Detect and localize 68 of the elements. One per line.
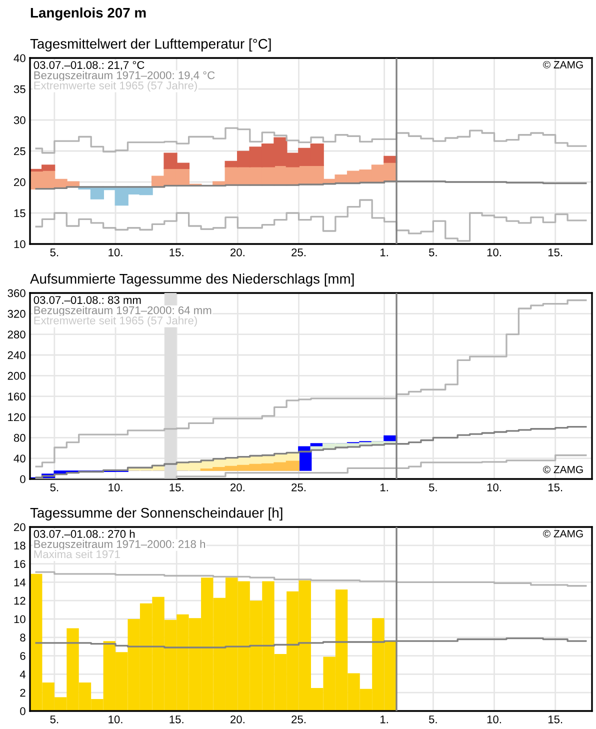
x-tick-label: 25. xyxy=(292,715,306,724)
y-tick-label: 30 xyxy=(14,116,26,124)
y-tick-label: 25 xyxy=(14,147,26,156)
x-tick-label: 5. xyxy=(428,716,437,724)
annotation: 03.07.–01.08.: 21,7 °C xyxy=(34,61,144,70)
y-tick-label: 16 xyxy=(14,560,26,568)
x-tick-label: 10. xyxy=(108,483,122,492)
x-tick-label: 1. xyxy=(380,484,388,492)
y-tick-label: 4 xyxy=(20,670,26,678)
y-tick-label: 200 xyxy=(8,372,26,380)
annotation: 03.07.–01.08.: 270 h xyxy=(34,530,135,538)
y-tick-label: 20 xyxy=(14,178,26,186)
y-tick-label: 2 xyxy=(20,688,26,697)
x-tick-label: 20. xyxy=(230,483,244,492)
x-tick-label: 10. xyxy=(487,248,501,256)
x-tick-label: 15. xyxy=(548,716,562,724)
x-tick-label: 5. xyxy=(50,484,58,492)
y-tick-label: 320 xyxy=(8,310,26,318)
y-tick-label: 40 xyxy=(14,454,26,462)
x-tick-label: 10. xyxy=(108,715,122,724)
y-tick-label: 120 xyxy=(8,413,26,422)
annotation: Bezugszeitraum 1971–2000: 218 h xyxy=(34,540,205,550)
chart-subtitle: Tagessumme der Sonnenscheindauer [h] xyxy=(30,508,282,520)
y-tick-label: 35 xyxy=(14,85,26,94)
annotation: © ZAMG xyxy=(543,530,583,538)
x-tick-label: 1. xyxy=(380,716,388,724)
y-tick-label: 10 xyxy=(14,240,26,248)
x-tick-label: 10. xyxy=(487,483,501,492)
y-tick-label: 360 xyxy=(8,289,26,298)
x-tick-label: 5. xyxy=(428,484,437,492)
x-tick-label: 10. xyxy=(487,715,501,724)
y-tick-label: 80 xyxy=(14,434,26,442)
y-tick-label: 240 xyxy=(8,351,26,360)
annotation: Bezugszeitraum 1971–2000: 19,4 °C xyxy=(34,71,215,82)
x-tick-label: 1. xyxy=(380,248,388,256)
x-tick-label: 25. xyxy=(292,483,306,492)
chart-title: Langenlois 207 m xyxy=(30,7,146,21)
y-tick-label: 280 xyxy=(8,330,26,338)
annotation: © ZAMG xyxy=(543,61,583,68)
annotation: 03.07.–01.08.: 83 mm xyxy=(34,296,141,304)
x-tick-label: 5. xyxy=(50,248,58,256)
annotation: © ZAMG xyxy=(543,466,583,474)
x-tick-label: 15. xyxy=(548,484,562,492)
y-tick-label: 8 xyxy=(20,634,26,642)
x-tick-label: 5. xyxy=(50,716,58,724)
chart-subtitle: Tagesmittelwert der Lufttemperatur [°C] xyxy=(30,38,271,52)
y-tick-label: 0 xyxy=(20,475,26,484)
annotation: Bezugszeitraum 1971–2000: 64 mm xyxy=(34,306,212,316)
y-tick-label: 6 xyxy=(20,652,26,660)
x-tick-label: 10. xyxy=(108,248,122,256)
y-tick-label: 18 xyxy=(14,542,26,550)
y-tick-label: 14 xyxy=(14,578,26,586)
x-tick-label: 5. xyxy=(428,248,437,256)
y-tick-label: 160 xyxy=(8,392,26,400)
x-tick-label: 15. xyxy=(170,248,184,256)
x-tick-label: 20. xyxy=(230,248,244,256)
y-tick-label: 40 xyxy=(14,54,26,62)
y-tick-label: 12 xyxy=(14,596,26,605)
x-tick-label: 15. xyxy=(170,716,184,724)
x-tick-label: 20. xyxy=(230,715,244,724)
y-tick-label: 15 xyxy=(14,209,26,218)
x-tick-label: 15. xyxy=(548,248,562,256)
chart-subtitle: Aufsummierte Tagessumme des Niederschlags [mm] xyxy=(30,274,354,286)
x-tick-label: 15. xyxy=(170,484,184,492)
y-tick-label: 0 xyxy=(20,707,26,716)
x-tick-label: 25. xyxy=(292,248,306,256)
y-tick-label: 10 xyxy=(14,615,26,624)
y-tick-label: 20 xyxy=(14,523,26,532)
